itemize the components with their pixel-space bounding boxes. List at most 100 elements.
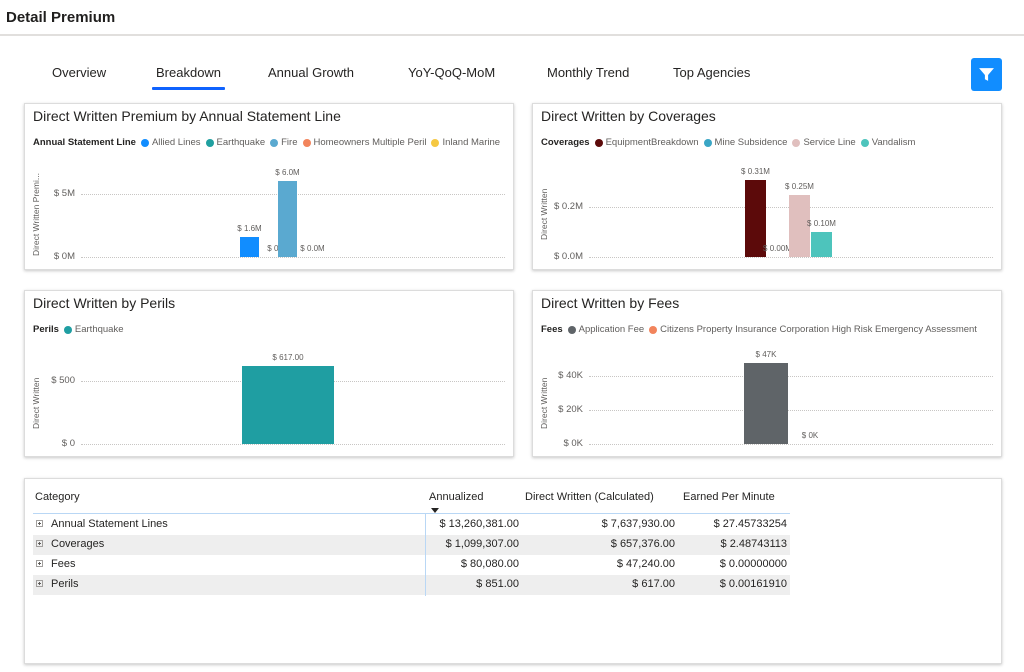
bar[interactable] bbox=[789, 194, 810, 257]
legend-dot bbox=[431, 138, 440, 147]
expand-icon[interactable] bbox=[36, 540, 43, 547]
cell-earned-per-minute: $ 27.45733254 bbox=[713, 518, 787, 530]
table-row[interactable]: Coverages $ 1,099,307.00 $ 657,376.00 $ … bbox=[33, 535, 790, 555]
y-tick-label: $ 0.0M bbox=[553, 251, 583, 262]
legend-item[interactable]: Inland Marine bbox=[431, 137, 500, 148]
chart-title: Direct Written by Perils bbox=[33, 295, 176, 311]
chart-legend: Perils Earthquake bbox=[33, 324, 128, 335]
y-tick-label: $ 0.2M bbox=[553, 201, 583, 213]
legend-dot bbox=[567, 325, 576, 334]
cell-direct-written: $ 47,240.00 bbox=[616, 558, 675, 570]
data-label: $ 0.00M bbox=[763, 244, 792, 253]
legend-item[interactable]: Earthquake bbox=[205, 137, 265, 148]
legend-item[interactable]: Mine Subsidence bbox=[703, 137, 788, 148]
legend-item[interactable]: Citizens Property Insurance Corporation … bbox=[649, 324, 977, 335]
cell-annualized: $ 13,260,381.00 bbox=[439, 518, 519, 530]
table-row[interactable]: Annual Statement Lines $ 13,260,381.00 $… bbox=[33, 515, 790, 535]
table-row[interactable]: Perils $ 851.00 $ 617.00 $ 0.00161910 bbox=[33, 575, 790, 595]
legend-dot bbox=[594, 138, 603, 147]
expand-icon[interactable] bbox=[36, 560, 43, 567]
data-label: $ 617.00 bbox=[272, 353, 304, 363]
expand-icon[interactable] bbox=[36, 520, 43, 527]
column-header-direct-written[interactable]: Direct Written (Calculated) bbox=[525, 491, 654, 503]
chart-card-perils: Direct Written by Perils Perils Earthqua… bbox=[24, 290, 514, 457]
legend-dot bbox=[860, 138, 869, 147]
column-header-annualized[interactable]: Annualized bbox=[429, 491, 484, 503]
chart-legend: Annual Statement Line Allied Lines Earth… bbox=[33, 137, 505, 148]
bar[interactable] bbox=[278, 181, 297, 257]
cell-earned-per-minute: $ 2.48743113 bbox=[720, 538, 787, 550]
legend-dot bbox=[703, 138, 712, 147]
legend-title: Annual Statement Line bbox=[33, 137, 136, 148]
chart-card-fees: Direct Written by Fees Fees Application … bbox=[532, 290, 1002, 457]
legend-item[interactable]: Earthquake bbox=[63, 324, 123, 335]
chart-card-annual-statement-line: Direct Written Premium by Annual Stateme… bbox=[24, 103, 514, 270]
data-label: $ 0.10M bbox=[807, 219, 836, 229]
y-tick-label: $ 0K bbox=[563, 438, 583, 449]
legend-label: Inland Marine bbox=[442, 137, 501, 148]
y-axis-label: Direct Written Premi... bbox=[31, 173, 41, 256]
cell-direct-written: $ 657,376.00 bbox=[610, 538, 675, 550]
legend-dot bbox=[205, 138, 214, 147]
tab-yoy-qoq-mom[interactable]: YoY-QoQ-MoM bbox=[408, 65, 496, 80]
legend-dot bbox=[792, 138, 801, 147]
legend-label: Homeowners Multiple Peril bbox=[313, 137, 427, 148]
bar[interactable] bbox=[745, 179, 766, 257]
tab-overview[interactable]: Overview bbox=[52, 65, 107, 80]
data-label: $ 0.25M bbox=[785, 181, 814, 191]
cell-earned-per-minute: $ 0.00000000 bbox=[719, 558, 787, 570]
chart-title: Direct Written by Coverages bbox=[541, 108, 716, 124]
tab-top-agencies[interactable]: Top Agencies bbox=[673, 65, 751, 80]
legend-dot bbox=[63, 325, 72, 334]
chart-legend: Fees Application Fee Citizens Property I… bbox=[541, 324, 982, 335]
y-tick-label: $ 5M bbox=[53, 187, 75, 199]
legend-item[interactable]: Vandalism bbox=[860, 137, 916, 148]
legend-item[interactable]: Allied Lines bbox=[140, 137, 201, 148]
legend-title: Coverages bbox=[541, 137, 590, 148]
sort-descending-icon[interactable] bbox=[431, 508, 439, 513]
bar[interactable] bbox=[240, 236, 259, 257]
bar[interactable] bbox=[744, 363, 788, 444]
y-tick-label: $ 0M bbox=[53, 251, 75, 262]
tab-bar: Overview Breakdown Annual Growth YoY-QoQ… bbox=[0, 58, 1024, 92]
gridline bbox=[81, 444, 505, 445]
legend-label: Service Line bbox=[803, 137, 856, 148]
title-bar: Detail Premium bbox=[0, 0, 1024, 36]
data-label: $ 1.6M bbox=[237, 223, 262, 233]
legend-label: Vandalism bbox=[871, 137, 916, 148]
bar[interactable] bbox=[242, 366, 334, 444]
gridline bbox=[81, 257, 505, 258]
y-tick-label: $ 500 bbox=[51, 374, 75, 386]
chart-title: Direct Written Premium by Annual Stateme… bbox=[33, 108, 341, 124]
cell-annualized: $ 80,080.00 bbox=[460, 558, 519, 570]
legend-item[interactable]: Service Line bbox=[792, 137, 856, 148]
filter-button[interactable] bbox=[971, 58, 1002, 91]
expand-icon[interactable] bbox=[36, 580, 43, 587]
bar[interactable] bbox=[811, 232, 832, 257]
tab-annual-growth[interactable]: Annual Growth bbox=[268, 65, 354, 80]
legend-item[interactable]: Application Fee bbox=[567, 324, 644, 335]
chart-title: Direct Written by Fees bbox=[541, 295, 680, 311]
gridline bbox=[589, 257, 993, 258]
table-row[interactable]: Fees $ 80,080.00 $ 47,240.00 $ 0.0000000… bbox=[33, 555, 790, 575]
column-header-earned-per-minute[interactable]: Earned Per Minute bbox=[683, 491, 775, 503]
data-label: $ 0K bbox=[801, 431, 819, 440]
gridline bbox=[589, 375, 993, 377]
row-category: Perils bbox=[51, 578, 79, 590]
legend-label: Mine Subsidence bbox=[714, 137, 788, 148]
tab-breakdown[interactable]: Breakdown bbox=[151, 65, 226, 90]
summary-table: Category Annualized Direct Written (Calc… bbox=[24, 478, 1002, 664]
legend-item[interactable]: EquipmentBreakdown bbox=[594, 137, 699, 148]
header-divider bbox=[33, 513, 790, 514]
cell-direct-written: $ 617.00 bbox=[632, 578, 675, 590]
legend-item[interactable]: Fire bbox=[270, 137, 298, 148]
legend-label: Citizens Property Insurance Corporation … bbox=[660, 324, 977, 335]
chart-legend: Coverages EquipmentBreakdown Mine Subsid… bbox=[541, 137, 920, 148]
y-tick-label: $ 20K bbox=[558, 403, 583, 415]
legend-item[interactable]: Homeowners Multiple Peril bbox=[302, 137, 427, 148]
gridline bbox=[589, 409, 993, 411]
column-divider bbox=[425, 513, 426, 596]
column-header-category[interactable]: Category bbox=[35, 491, 80, 503]
y-tick-label: $ 0 bbox=[61, 438, 75, 449]
tab-monthly-trend[interactable]: Monthly Trend bbox=[547, 65, 630, 80]
